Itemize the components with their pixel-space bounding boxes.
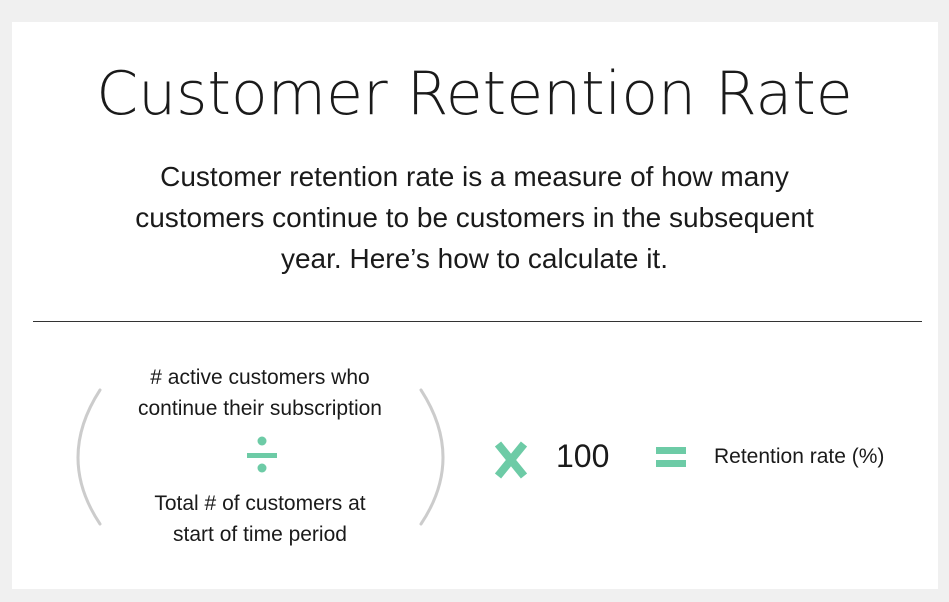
left-parenthesis <box>76 388 102 526</box>
multiplier-value: 100 <box>556 438 610 474</box>
denominator-line: start of time period <box>173 523 347 546</box>
numerator-text: # active customers who continue their su… <box>100 362 420 424</box>
multiply-icon <box>494 441 528 479</box>
right-parenthesis <box>419 388 445 526</box>
page-title: Customer Retention Rate <box>96 59 853 129</box>
result-label: Retention rate (%) <box>714 445 885 468</box>
infographic-card <box>12 22 938 589</box>
denominator-line: Total # of customers at <box>154 492 366 515</box>
description-line: customers continue to be customers in th… <box>135 202 814 233</box>
divide-icon <box>247 436 277 473</box>
denominator-text: Total # of customers at start of time pe… <box>100 488 420 550</box>
equals-icon <box>656 447 686 467</box>
description-line: Customer retention rate is a measure of … <box>160 161 789 192</box>
divider <box>33 321 922 322</box>
numerator-line: continue their subscription <box>138 397 382 420</box>
description: Customer retention rate is a measure of … <box>0 156 949 279</box>
description-line: year. Here’s how to calculate it. <box>280 243 668 274</box>
numerator-line: # active customers who <box>150 366 370 389</box>
